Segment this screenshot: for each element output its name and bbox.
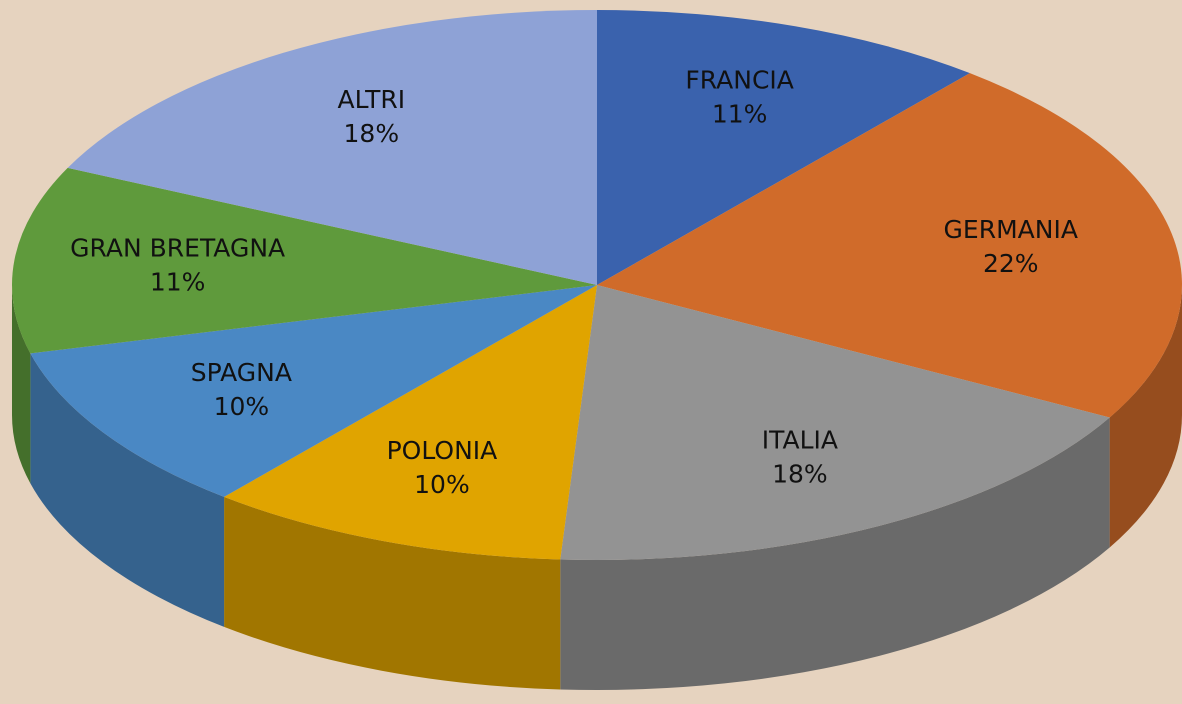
slice-side [11,285,31,484]
slice [30,285,598,497]
slice-value-label: 18% [344,119,400,148]
slice-value-label: 10% [414,470,470,499]
slice [224,285,597,560]
slice-label: GRAN BRETAGNA [70,233,285,262]
slice [560,285,1110,560]
slice-value-label: 11% [150,267,206,296]
slice-label: POLONIA [387,436,498,465]
slice-value-label: 18% [772,460,828,489]
slice-label: SPAGNA [191,358,292,387]
slice-label: ITALIA [762,426,838,455]
slice-side [224,496,561,690]
slice [67,9,598,285]
slice-label: FRANCIA [685,66,793,95]
slice-side [560,417,1110,690]
slice [11,167,597,354]
slice-label: ALTRI [338,85,406,114]
slice-value-label: 11% [712,100,768,129]
slice [597,10,970,285]
slice-value-label: 22% [983,249,1039,278]
slice-value-label: 10% [214,392,270,421]
slice-label: GERMANIA [944,215,1078,244]
slice-side [30,353,225,627]
slice-side [1109,285,1182,548]
slice [597,73,1182,418]
